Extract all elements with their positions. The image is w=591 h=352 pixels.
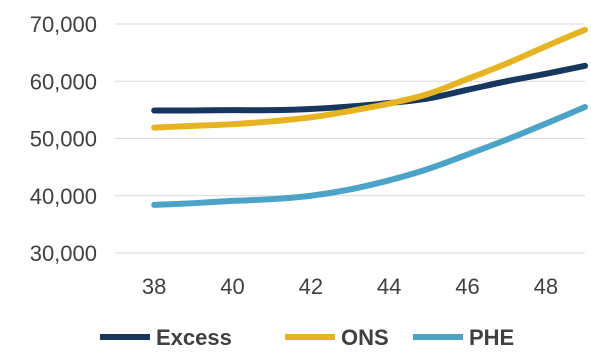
x-axis: 38 40 42 44 46 48: [142, 274, 558, 299]
x-tick-label: 46: [455, 274, 479, 299]
x-tick-label: 48: [534, 274, 558, 299]
y-tick-label: 30,000: [30, 241, 97, 266]
legend-item-phe: PHE: [413, 325, 514, 350]
series-line-excess: [151, 62, 588, 114]
x-tick-label: 38: [142, 274, 166, 299]
legend-label: PHE: [469, 325, 514, 350]
legend-item-ons: ONS: [285, 325, 389, 350]
legend-label: Excess: [156, 325, 232, 350]
series-line-phe: [151, 104, 588, 208]
legend-item-excess: Excess: [100, 325, 232, 350]
legend: Excess ONS PHE: [100, 325, 514, 350]
x-tick-label: 42: [299, 274, 323, 299]
series-line-ons: [151, 26, 588, 131]
y-tick-label: 70,000: [30, 12, 97, 37]
x-tick-label: 40: [220, 274, 244, 299]
series-layer: [151, 26, 588, 208]
x-tick-label: 44: [377, 274, 401, 299]
y-axis: 30,000 40,000 50,000 60,000 70,000: [30, 12, 97, 266]
legend-label: ONS: [341, 325, 389, 350]
y-tick-label: 60,000: [30, 69, 97, 94]
y-tick-label: 50,000: [30, 127, 97, 152]
y-tick-label: 40,000: [30, 184, 97, 209]
